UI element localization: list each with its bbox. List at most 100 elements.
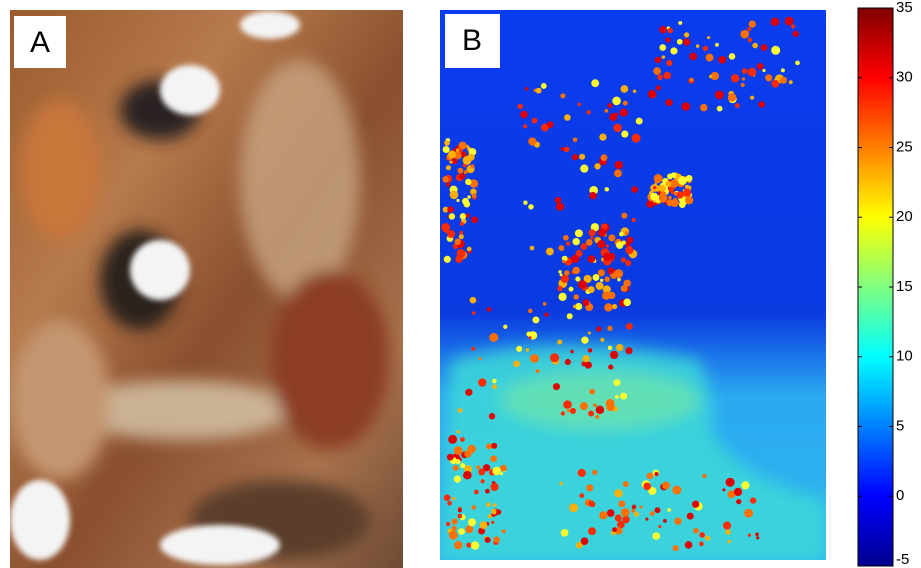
hot-spot — [589, 389, 595, 395]
hot-spot — [558, 270, 561, 273]
hot-spot — [703, 46, 708, 51]
hot-spot — [563, 400, 572, 409]
hot-spot — [453, 465, 459, 471]
hot-spot — [742, 68, 748, 74]
hot-spot — [492, 467, 500, 475]
hot-spot — [460, 463, 465, 468]
hot-spot — [615, 161, 623, 169]
hot-spot — [567, 409, 570, 412]
hot-spot — [458, 508, 462, 512]
hot-spot — [596, 406, 604, 414]
hot-spot — [465, 389, 472, 396]
hot-spot — [604, 277, 609, 282]
hot-spot — [625, 260, 631, 266]
hot-spot — [492, 481, 495, 484]
hot-spot — [564, 147, 569, 152]
hot-spot — [640, 506, 643, 509]
hot-spot — [528, 204, 533, 209]
hot-spot — [588, 286, 595, 293]
hot-spot — [459, 173, 465, 179]
hot-spot — [589, 229, 596, 236]
hot-spot — [454, 541, 462, 549]
hot-spot — [699, 542, 704, 547]
tick-label: 0 — [896, 487, 904, 504]
hot-spot — [592, 470, 597, 475]
hot-spot — [520, 111, 528, 119]
hot-spot — [470, 164, 474, 168]
hot-spot — [728, 93, 736, 101]
hot-spot — [606, 245, 609, 248]
hot-spot — [631, 509, 635, 513]
hot-spot — [603, 253, 611, 261]
hot-spot — [607, 509, 614, 516]
hot-spot — [458, 408, 463, 413]
hot-spot — [467, 247, 472, 252]
hot-spot — [615, 395, 619, 399]
hot-spot — [616, 344, 623, 351]
hot-spot — [596, 282, 604, 290]
hot-spot — [660, 191, 667, 198]
hot-spot — [614, 379, 621, 386]
panel-label: A — [30, 26, 50, 59]
hot-spot — [793, 31, 799, 37]
hot-spot — [572, 238, 579, 245]
hot-spot — [741, 481, 749, 489]
hot-spot — [726, 478, 735, 487]
hot-spot — [717, 106, 723, 112]
hot-spot — [581, 337, 588, 344]
hot-spot — [578, 280, 587, 289]
hot-spot — [601, 154, 608, 161]
hot-spot — [654, 174, 663, 183]
hot-spot — [749, 20, 756, 27]
hot-spot — [666, 199, 673, 206]
hot-spot — [672, 486, 681, 495]
hot-spot — [473, 149, 476, 152]
hot-spot — [528, 137, 536, 145]
hot-spot — [752, 43, 758, 49]
hot-spot — [493, 536, 500, 543]
hot-spot — [471, 216, 478, 223]
hot-spot — [785, 17, 794, 26]
hot-spot — [449, 213, 455, 219]
hot-spot — [491, 521, 494, 524]
hot-spot — [623, 298, 631, 306]
hot-spot — [666, 60, 672, 66]
hot-spot — [742, 77, 745, 80]
hot-spot — [454, 476, 461, 483]
hot-spot — [447, 206, 453, 212]
hot-spot — [525, 87, 529, 91]
hot-spot — [502, 529, 506, 533]
hot-spot — [665, 37, 670, 42]
hot-spot — [744, 509, 753, 518]
hot-spot — [487, 307, 492, 312]
hot-spot — [570, 350, 573, 353]
hot-spot — [655, 57, 661, 63]
hot-spot — [715, 90, 724, 99]
hot-spot — [464, 450, 471, 457]
hot-spot — [457, 514, 462, 519]
hot-spot — [606, 399, 615, 408]
hot-spot — [446, 183, 450, 187]
hot-spot — [471, 347, 475, 351]
hot-spot — [612, 304, 617, 309]
hot-spot — [563, 235, 569, 241]
hot-spot — [595, 415, 599, 419]
hot-spot — [659, 44, 666, 51]
hot-spot — [569, 503, 578, 512]
hot-spot — [516, 346, 522, 352]
hot-spot — [673, 545, 679, 551]
hot-spot — [748, 68, 757, 77]
hot-spot — [613, 124, 621, 132]
hot-spot — [567, 313, 573, 319]
hot-spot — [609, 113, 617, 121]
hot-spot — [643, 483, 651, 491]
hot-spot — [588, 348, 592, 352]
hot-spot — [459, 234, 464, 239]
hot-spot — [472, 311, 476, 315]
hot-spot — [448, 150, 456, 158]
hot-spot — [598, 269, 605, 276]
hot-spot — [618, 500, 625, 507]
hot-spot — [523, 124, 527, 128]
hot-spot — [485, 537, 491, 543]
hot-spot — [678, 21, 682, 25]
